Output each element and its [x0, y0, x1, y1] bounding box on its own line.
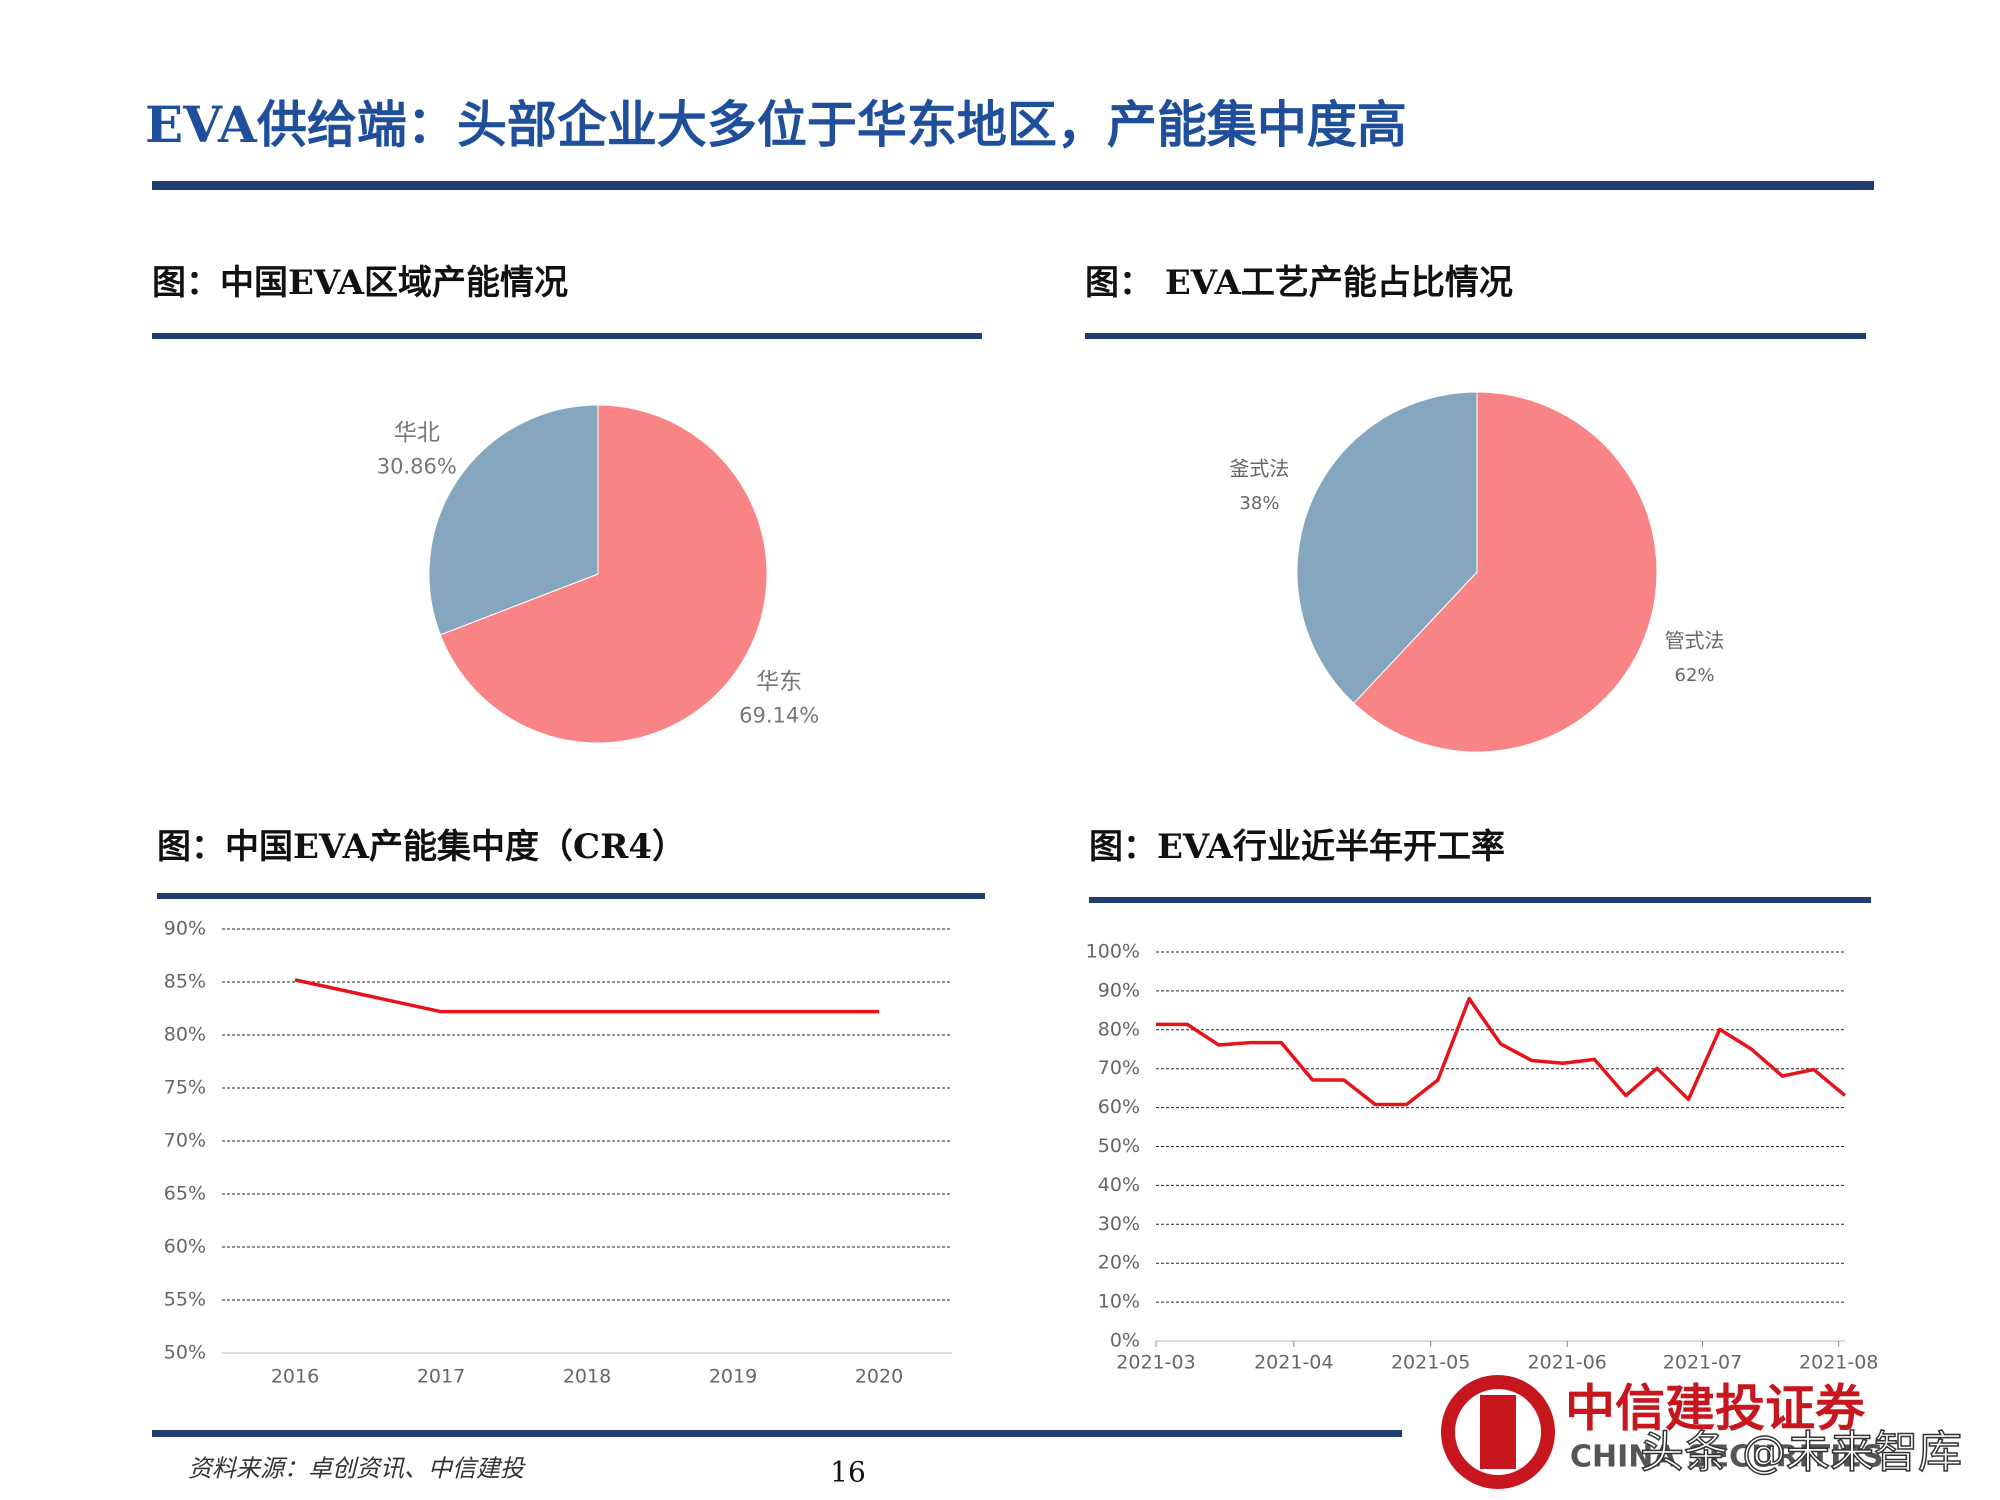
chart-title: 图：EVA行业近半年开工率 — [1089, 827, 1505, 867]
y-tick-label: 70% — [1098, 1057, 1140, 1079]
y-tick-label: 100% — [1086, 941, 1140, 963]
x-tick-label: 2021-06 — [1528, 1352, 1607, 1374]
x-tick-label: 2021-04 — [1254, 1352, 1333, 1374]
x-tick-label: 2021-03 — [1116, 1352, 1195, 1374]
y-tick-label: 80% — [1098, 1018, 1140, 1040]
slice-label: 管式法 — [1665, 629, 1725, 653]
x-tick-label: 2016 — [271, 1366, 319, 1388]
y-tick-label: 50% — [1098, 1135, 1140, 1157]
logo-bar — [1480, 1395, 1516, 1469]
y-tick-label: 70% — [164, 1130, 206, 1152]
y-tick-label: 75% — [164, 1077, 206, 1099]
y-tick-label: 50% — [164, 1342, 206, 1364]
logo: 中信建投证券 CHINA SECURITIES 头条 @未来智库 — [1441, 1375, 1963, 1489]
chart-title: 图：中国EVA产能集中度（CR4） — [157, 827, 686, 867]
chart-title-rule — [1085, 333, 1866, 339]
slide-title: EVA供给端：头部企业大多位于华东地区，产能集中度高 — [145, 95, 1407, 154]
slice-value: 38% — [1239, 493, 1279, 514]
y-tick-label: 55% — [164, 1289, 206, 1311]
slice-value: 69.14% — [739, 703, 819, 727]
y-tick-label: 85% — [164, 971, 206, 993]
slice-label: 釜式法 — [1229, 456, 1289, 480]
series-line — [294, 978, 879, 1014]
series-line — [1156, 996, 1847, 1107]
y-tick-label: 90% — [1098, 979, 1140, 1001]
x-tick-label: 2018 — [563, 1366, 611, 1388]
slice-label: 华东 — [756, 669, 802, 695]
x-tick-label: 2021-08 — [1799, 1352, 1878, 1374]
y-tick-label: 90% — [164, 918, 206, 940]
y-tick-label: 80% — [164, 1024, 206, 1046]
y-tick-label: 20% — [1098, 1252, 1140, 1274]
logo-text: 中信建投证券 — [1565, 1380, 1866, 1438]
slice-value: 62% — [1675, 665, 1715, 686]
chart-title-rule — [157, 893, 985, 899]
footer-rule — [152, 1430, 1402, 1437]
y-tick-label: 65% — [164, 1183, 206, 1205]
y-tick-label: 10% — [1098, 1291, 1140, 1313]
logo-subtext: CHINA SECURITIES — [1570, 1440, 1884, 1475]
y-tick-label: 60% — [164, 1236, 206, 1258]
logo-ring — [1441, 1375, 1555, 1489]
x-tick-label: 2019 — [709, 1366, 757, 1388]
x-tick-label: 2017 — [417, 1366, 465, 1388]
x-tick-label: 2020 — [855, 1366, 903, 1388]
chart-title: 图：中国EVA区域产能情况 — [152, 263, 568, 303]
source-note: 资料来源：卓创资讯、中信建投 — [188, 1455, 526, 1483]
watermark: 头条 @未来智库 — [1640, 1427, 1962, 1478]
pie-slice — [1296, 391, 1478, 704]
pie-slice — [439, 404, 768, 744]
y-tick-label: 0% — [1110, 1330, 1140, 1352]
chart-title: 图： EVA工艺产能占比情况 — [1085, 263, 1513, 303]
y-tick-label: 60% — [1098, 1096, 1140, 1118]
slice-value: 30.86% — [377, 455, 457, 479]
slice-label: 华北 — [394, 420, 440, 446]
x-tick-label: 2021-07 — [1663, 1352, 1742, 1374]
pie-slice — [1353, 391, 1658, 753]
y-tick-label: 30% — [1098, 1213, 1140, 1235]
chart-title-rule — [1089, 897, 1871, 903]
x-tick-label: 2021-05 — [1391, 1352, 1470, 1374]
y-tick-label: 40% — [1098, 1174, 1140, 1196]
chart-title-rule — [152, 333, 982, 339]
pie-slice — [428, 404, 599, 636]
page-number: 16 — [830, 1456, 866, 1489]
title-rule — [152, 181, 1874, 190]
